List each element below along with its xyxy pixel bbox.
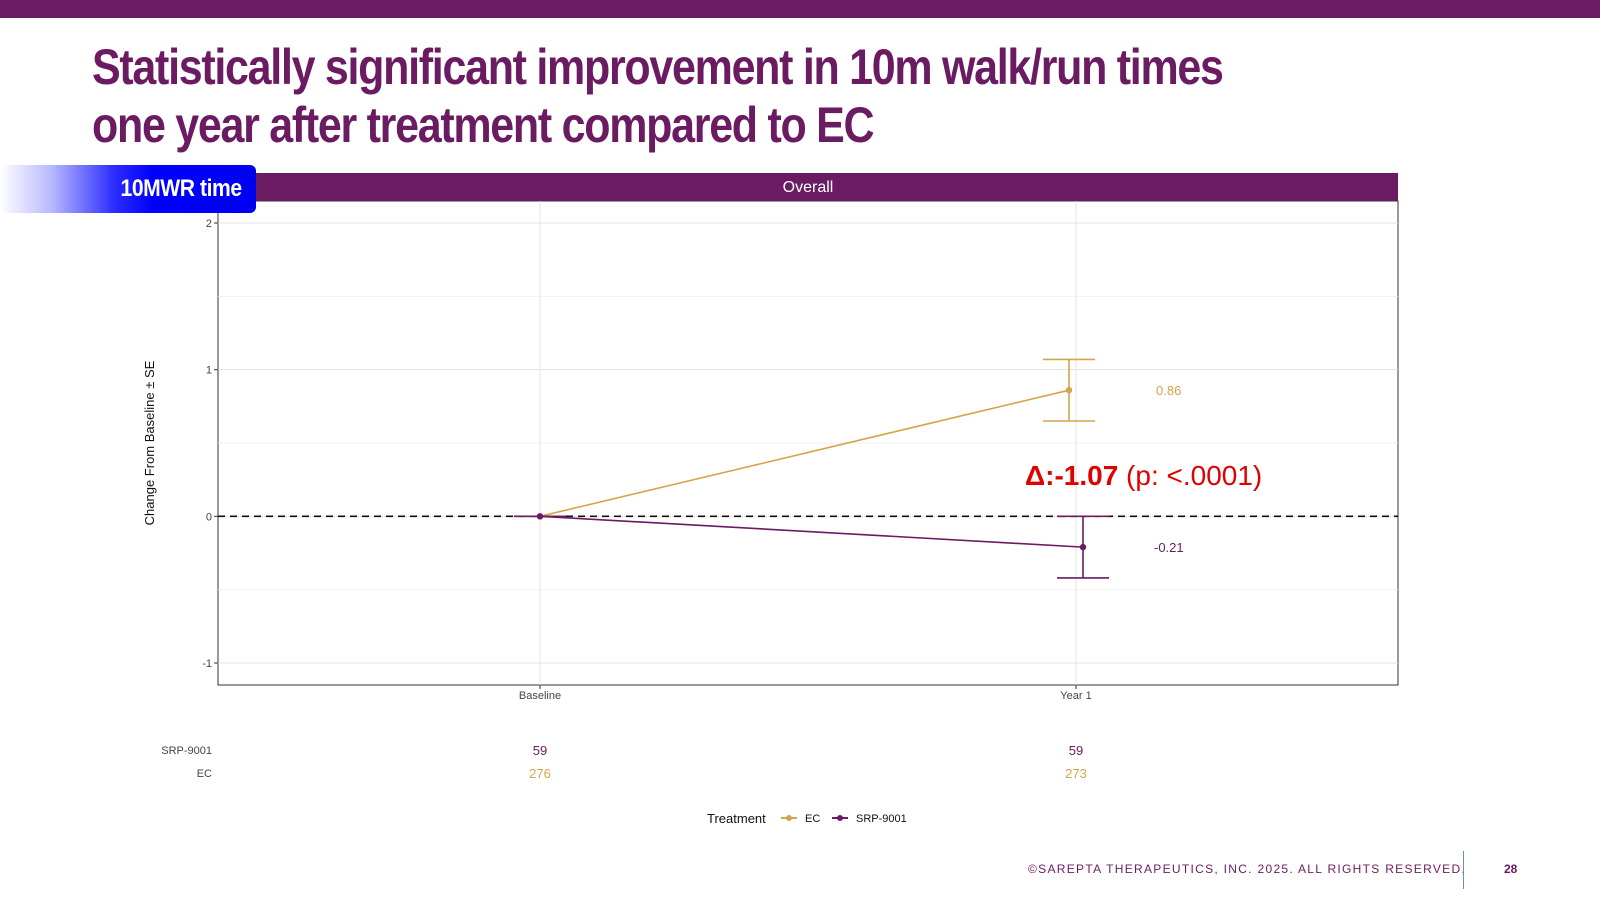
n-table-cell: 59 <box>1069 743 1083 758</box>
x-tick-label: Year 1 <box>1060 690 1091 702</box>
top-brand-bar <box>0 0 1600 18</box>
y-tick-label: 1 <box>206 365 212 377</box>
slide-title-line-1: Statistically significant improvement in… <box>92 39 1224 95</box>
copyright-footer: ©SAREPTA THERAPEUTICS, INC. 2025. ALL RI… <box>1028 862 1467 876</box>
page-number: 28 <box>1504 862 1518 876</box>
x-tick-label: Baseline <box>519 690 561 702</box>
series-line-ec <box>539 389 1070 518</box>
legend-key-point <box>837 815 843 821</box>
y-tick-label: 2 <box>206 218 212 230</box>
facet-strip <box>218 173 1398 201</box>
footer-divider <box>1463 851 1464 889</box>
slide-title: Statistically significant improvement in… <box>92 38 1365 154</box>
section-tag: 10MWR time <box>0 165 256 213</box>
data-point-ec <box>1065 387 1073 394</box>
data-point-srp-9001 <box>1079 543 1087 551</box>
legend-title: Treatment <box>707 811 766 826</box>
n-table-row-label: SRP-9001 <box>161 745 212 757</box>
legend-key-point <box>786 815 792 821</box>
legend-entry-label: SRP-9001 <box>856 813 907 825</box>
y-tick-label: 0 <box>206 511 212 523</box>
y-axis-label: Change From Baseline ± SE <box>142 360 157 525</box>
n-table-cell: 59 <box>533 743 547 758</box>
legend-entry-label: EC <box>805 813 820 825</box>
slide-title-line-2: one year after treatment compared to EC <box>92 97 875 153</box>
section-tag-label: 10MWR time <box>120 175 243 202</box>
value-label-srp-9001: -0.21 <box>1154 540 1184 555</box>
n-table-cell: 273 <box>1065 766 1087 781</box>
value-label-ec: 0.86 <box>1156 383 1181 398</box>
data-point-srp-9001 <box>536 513 544 520</box>
series-line-srp-9001 <box>539 515 1084 548</box>
n-table-row-label: EC <box>197 768 212 780</box>
delta-annotation: Δ:-1.07 (p: <.0001) <box>1025 460 1262 491</box>
n-table-cell: 276 <box>529 766 551 781</box>
y-tick-label: -1 <box>202 658 212 670</box>
facet-strip-title: Overall <box>783 179 834 196</box>
